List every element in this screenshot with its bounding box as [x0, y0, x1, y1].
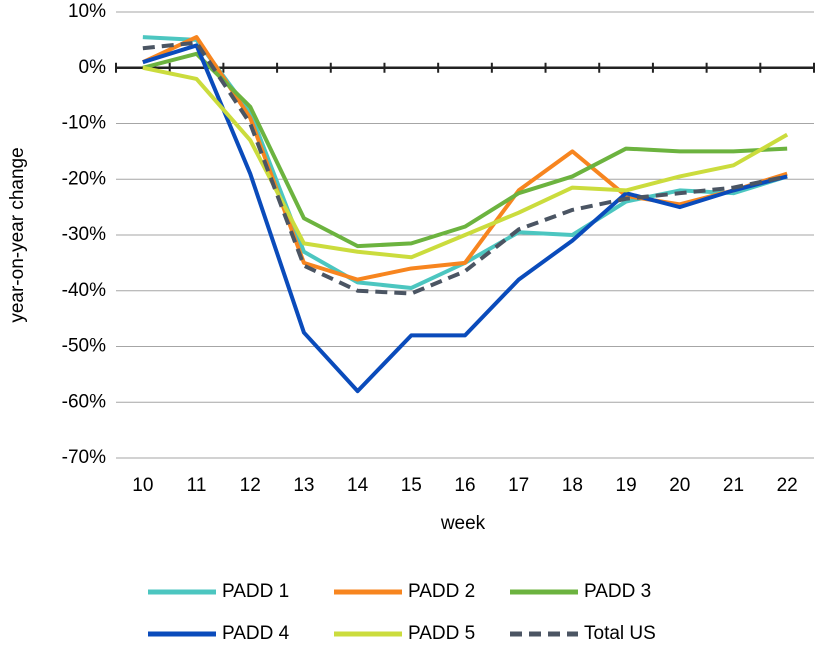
x-tick-label: 21: [723, 475, 744, 496]
x-tick-label: 22: [777, 475, 798, 496]
y-tick-label: -40%: [62, 280, 106, 301]
legend-label: Total US: [584, 623, 656, 644]
x-axis-label: week: [440, 513, 486, 534]
y-tick-label: -30%: [62, 224, 106, 245]
x-tick-label: 13: [293, 475, 314, 496]
series-line: [142, 35, 788, 290]
x-tick-label: 20: [669, 475, 690, 496]
y-tick-label: -70%: [62, 447, 106, 468]
x-tick-label: 18: [562, 475, 583, 496]
y-tick-label: -10%: [62, 113, 106, 134]
series-line: [142, 51, 788, 249]
y-tick-label: -50%: [62, 336, 106, 357]
legend-label: PADD 5: [408, 623, 475, 644]
series-line: [142, 40, 788, 296]
series-line: [141, 35, 788, 282]
y-axis-label: year-on-year change: [7, 147, 28, 322]
legend-label: PADD 3: [584, 581, 651, 602]
legend-label: PADD 1: [222, 581, 289, 602]
legend-label: PADD 4: [222, 623, 290, 644]
x-tick-label: 15: [401, 475, 422, 496]
x-tick-label: 16: [454, 475, 475, 496]
y-tick-label: -20%: [62, 168, 106, 189]
y-tick-label: -60%: [62, 391, 106, 412]
x-tick-label: 11: [187, 475, 207, 496]
x-tick-label: 17: [508, 475, 529, 496]
series-line: [142, 65, 789, 260]
y-tick-label: 10%: [68, 1, 106, 22]
x-tick-label: 19: [616, 475, 637, 496]
y-tick-label: 0%: [79, 57, 107, 78]
x-tick-label: 12: [240, 475, 261, 496]
x-tick-label: 10: [132, 475, 153, 496]
x-tick-label: 14: [347, 475, 369, 496]
series-line: [142, 43, 788, 394]
legend-label: PADD 2: [408, 581, 475, 602]
